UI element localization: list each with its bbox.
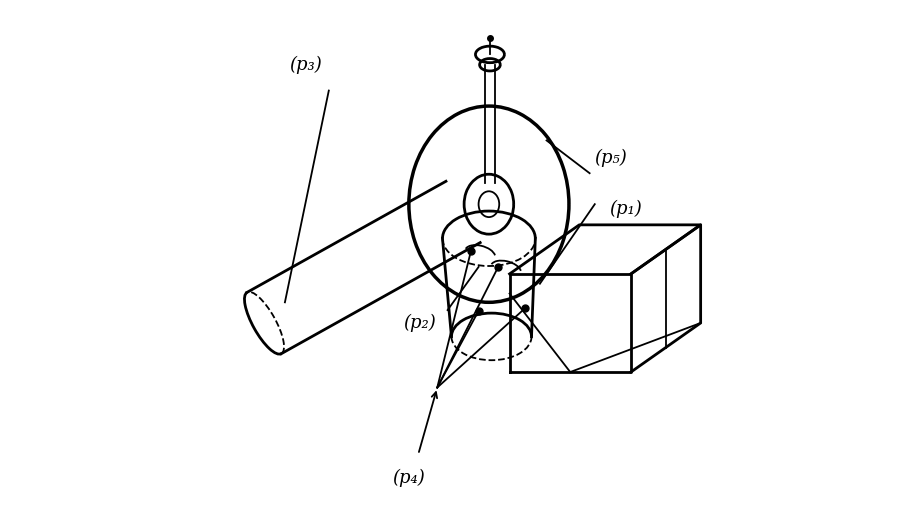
Text: (p₁): (p₁) [610, 200, 642, 219]
Text: (p₃): (p₃) [289, 56, 322, 74]
Text: (p₄): (p₄) [392, 469, 426, 487]
Text: (p₅): (p₅) [594, 149, 626, 167]
Text: (p₂): (p₂) [402, 314, 436, 332]
